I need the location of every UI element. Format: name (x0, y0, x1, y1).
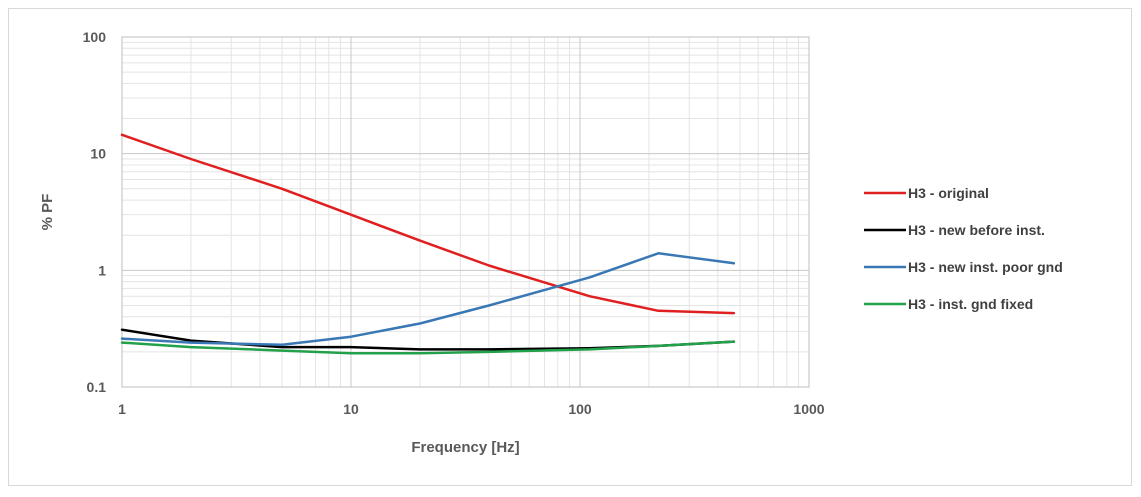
legend-label: H3 - inst. gnd fixed (908, 296, 1033, 312)
y-tick-label: 100 (83, 29, 107, 45)
plot-border (121, 36, 810, 388)
minor-gridlines (122, 37, 809, 387)
legend-label: H3 - new inst. poor gnd (908, 259, 1063, 275)
series-line-1 (120, 133, 736, 315)
legend-label: H3 - new before inst. (908, 222, 1045, 238)
x-tick-label: 10 (343, 401, 359, 417)
y-axis-title: % PF (39, 194, 56, 231)
series-line-3 (120, 252, 736, 347)
x-tick-label: 100 (568, 401, 592, 417)
y-tick-label: 10 (90, 146, 106, 162)
x-axis-ticks: 1 10 100 1000 (118, 401, 825, 417)
y-axis-ticks: 100 10 1 0.1 (83, 29, 107, 395)
series-layer (120, 133, 736, 355)
major-gridlines (121, 37, 809, 388)
legend: H3 - original H3 - new before inst. H3 - n… (864, 185, 1063, 312)
y-tick-label: 0.1 (87, 379, 107, 395)
y-tick-label: 1 (98, 262, 106, 278)
legend-label: H3 - original (908, 185, 989, 201)
x-axis-title: Frequency [Hz] (411, 439, 519, 456)
x-tick-label: 1000 (793, 401, 824, 417)
series-line-4 (120, 340, 736, 355)
x-tick-label: 1 (118, 401, 126, 417)
